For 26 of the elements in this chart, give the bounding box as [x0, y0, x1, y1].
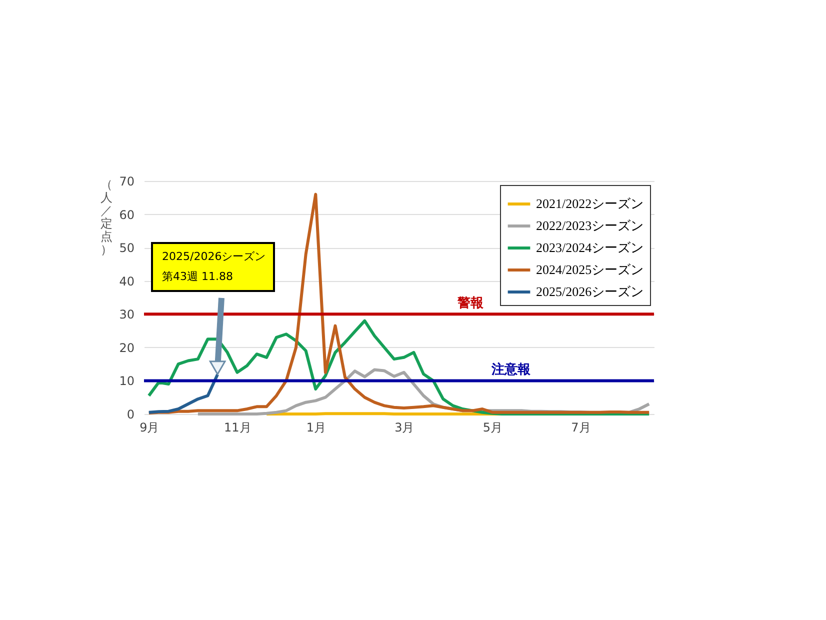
- legend-label: 2025/2026シーズン: [536, 284, 644, 299]
- y-tick-label: 30: [119, 308, 134, 322]
- y-tick-label: 10: [119, 374, 134, 388]
- annotation: 2025/2026シーズン: [162, 250, 266, 263]
- x-tick-label: 5月: [482, 420, 502, 434]
- legend-label: 2024/2025シーズン: [536, 262, 644, 277]
- y-tick-label: 40: [119, 274, 134, 288]
- y-tick-label: 0: [126, 408, 134, 422]
- x-tick-label: 1月: [306, 420, 326, 434]
- legend-label: 2023/2024シーズン: [536, 240, 644, 255]
- y-tick-label: 20: [119, 340, 134, 355]
- line-series: [147, 319, 651, 416]
- line-series: [147, 192, 651, 414]
- x-tick-label: 3月: [394, 420, 414, 434]
- y-tick-label: 70: [119, 174, 134, 188]
- x-tick-label: 9月: [140, 420, 160, 434]
- legend-label: 2021/2022シーズン: [536, 196, 644, 211]
- y-tick-label: 60: [119, 208, 134, 222]
- annotation: 第43週 11.88: [162, 270, 233, 283]
- y-tick-label: 50: [119, 241, 134, 256]
- x-tick-label: 7月: [571, 420, 591, 434]
- x-tick-label: 11月: [224, 420, 252, 434]
- y-axis-title: （人／定点）: [100, 178, 112, 256]
- ref-line-label: 注意報: [490, 362, 532, 378]
- ref-line-label: 警報: [456, 296, 484, 312]
- legend-label: 2022/2023シーズン: [536, 218, 644, 233]
